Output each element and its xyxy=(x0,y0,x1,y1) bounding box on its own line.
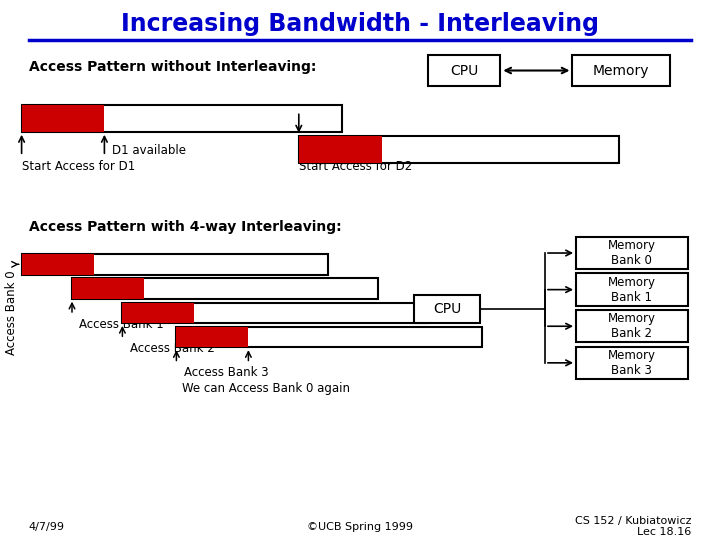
Text: Memory
Bank 2: Memory Bank 2 xyxy=(608,312,656,340)
Text: Access Pattern without Interleaving:: Access Pattern without Interleaving: xyxy=(29,60,316,75)
Bar xyxy=(122,302,428,323)
Bar xyxy=(122,302,194,323)
FancyBboxPatch shape xyxy=(572,55,670,86)
Text: CS 152 / Kubiatowicz
Lec 18.16: CS 152 / Kubiatowicz Lec 18.16 xyxy=(575,516,691,537)
Bar xyxy=(176,327,248,347)
FancyBboxPatch shape xyxy=(428,55,500,86)
FancyBboxPatch shape xyxy=(576,237,688,269)
Text: Memory
Bank 0: Memory Bank 0 xyxy=(608,239,656,267)
FancyBboxPatch shape xyxy=(576,310,688,342)
Text: D1 available: D1 available xyxy=(112,144,186,157)
Bar xyxy=(22,254,328,274)
Text: We can Access Bank 0 again: We can Access Bank 0 again xyxy=(182,382,351,395)
FancyBboxPatch shape xyxy=(576,273,688,306)
Text: Increasing Bandwidth - Interleaving: Increasing Bandwidth - Interleaving xyxy=(121,12,599,36)
Text: CPU: CPU xyxy=(433,302,462,316)
Text: Start Access for D2: Start Access for D2 xyxy=(299,160,412,173)
FancyBboxPatch shape xyxy=(576,347,688,379)
Text: Start Access for D1: Start Access for D1 xyxy=(22,160,135,173)
Text: ©UCB Spring 1999: ©UCB Spring 1999 xyxy=(307,522,413,531)
Text: Access Bank 3: Access Bank 3 xyxy=(184,366,269,379)
Text: Memory
Bank 1: Memory Bank 1 xyxy=(608,275,656,303)
Bar xyxy=(22,105,104,132)
Bar xyxy=(22,105,342,132)
Bar xyxy=(176,327,482,347)
Text: Access Bank 1: Access Bank 1 xyxy=(79,318,164,330)
Text: Access Pattern with 4-way Interleaving:: Access Pattern with 4-way Interleaving: xyxy=(29,220,341,234)
Text: CPU: CPU xyxy=(450,64,479,78)
Text: Memory
Bank 3: Memory Bank 3 xyxy=(608,349,656,377)
Bar xyxy=(299,136,382,163)
Text: Memory: Memory xyxy=(593,64,649,78)
Bar xyxy=(22,254,94,274)
Text: Access Bank 0: Access Bank 0 xyxy=(5,270,18,355)
Text: 4/7/99: 4/7/99 xyxy=(29,522,65,531)
Text: Access Bank 2: Access Bank 2 xyxy=(130,342,215,355)
Bar xyxy=(72,278,144,299)
Bar xyxy=(72,278,378,299)
FancyBboxPatch shape xyxy=(414,295,480,323)
Bar xyxy=(299,136,619,163)
